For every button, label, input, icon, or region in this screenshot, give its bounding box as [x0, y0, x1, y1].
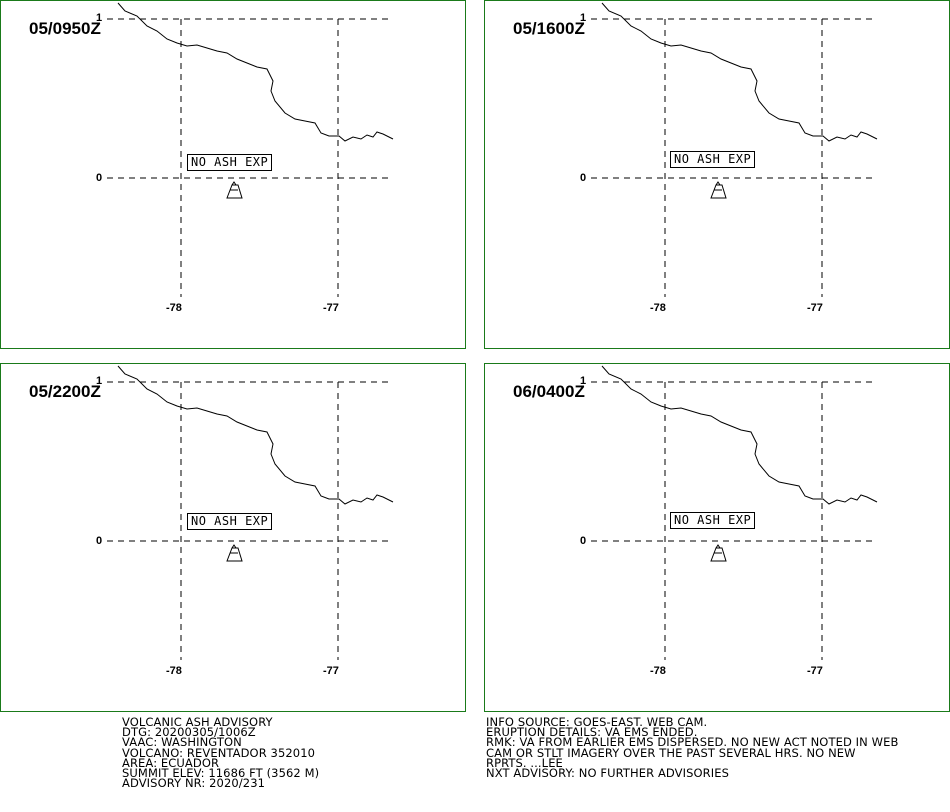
lon-tick-77: -77 [807, 302, 823, 314]
advisory-line: RMK: VA FROM EARLIER EMS DISPERSED. NO N… [486, 735, 899, 750]
advisory-line: AREA: ECUADOR [122, 755, 220, 770]
advisory-line: VAAC: WASHINGTON [122, 735, 242, 750]
no-ash-label: NO ASH EXP [670, 512, 756, 529]
advisory-line: DTG: 20200305/1006Z [122, 725, 256, 740]
advisory-line: RPRTS. ...LEE [486, 755, 563, 770]
advisory-line: ADVISORY NR: 2020/231 [122, 776, 266, 791]
no-ash-label: NO ASH EXP [187, 154, 273, 171]
lon-tick-78: -78 [650, 665, 666, 677]
map-graphic [107, 2, 394, 297]
advisory-line: VOLCANIC ASH ADVISORY [122, 715, 273, 729]
map-panel-3: 1 0 -78 -77 05/2200Z NO ASH EXP [0, 363, 466, 712]
advisory-line: VOLCANO: REVENTADOR 352010 [122, 745, 316, 760]
lon-tick-78: -78 [166, 665, 182, 677]
panel-time: 06/0400Z [513, 382, 585, 401]
map-graphic [107, 365, 394, 660]
panel-time: 05/0950Z [29, 19, 101, 38]
lat-tick-1: 1 [96, 12, 103, 24]
lat-tick-1: 1 [580, 12, 587, 24]
map-panel-4: 1 0 -78 -77 06/0400Z NO ASH EXP [484, 363, 950, 712]
lat-tick-0: 0 [96, 172, 103, 184]
lon-tick-78: -78 [650, 302, 666, 314]
lat-tick-0: 0 [96, 535, 103, 547]
panel-time: 05/2200Z [29, 382, 101, 401]
coastline [601, 2, 878, 142]
volcano-icon [226, 181, 243, 199]
volcano-icon [226, 544, 243, 562]
advisory-line: NXT ADVISORY: NO FURTHER ADVISORIES [486, 766, 730, 781]
advisory-line: ERUPTION DETAILS: VA EMS ENDED. [486, 725, 698, 740]
advisory-line: INFO SOURCE: GOES-EAST. WEB CAM. [486, 715, 708, 729]
volcano-icon [710, 544, 727, 562]
panel-time: 05/1600Z [513, 19, 585, 38]
map-graphic [591, 2, 878, 297]
lat-tick-1: 1 [96, 375, 103, 387]
lon-tick-77: -77 [323, 302, 339, 314]
advisory-line: SUMMIT ELEV: 11686 FT (3562 M) [122, 766, 320, 781]
lat-tick-1: 1 [580, 375, 587, 387]
coastline [601, 365, 878, 505]
advisory-right-text: INFO SOURCE: GOES-EAST. WEB CAM. ERUPTIO… [486, 715, 899, 781]
advisory-line: CAM OR STLT IMAGERY OVER THE PAST SEVERA… [486, 745, 856, 760]
lat-tick-0: 0 [580, 535, 587, 547]
map-panel-2: 1 0 -78 -77 05/1600Z NO ASH EXP [484, 0, 950, 349]
no-ash-label: NO ASH EXP [670, 151, 756, 168]
lat-tick-0: 0 [580, 172, 587, 184]
lon-tick-78: -78 [166, 302, 182, 314]
map-graphic [591, 365, 878, 660]
coastline [117, 365, 394, 505]
no-ash-label: NO ASH EXP [187, 513, 273, 530]
coastline [117, 2, 394, 142]
map-panel-1: 1 0 -78 -77 05/0950Z NO ASH EXP [0, 0, 466, 349]
lon-tick-77: -77 [807, 665, 823, 677]
lon-tick-77: -77 [323, 665, 339, 677]
advisory-left-text: VOLCANIC ASH ADVISORY DTG: 20200305/1006… [122, 715, 320, 791]
volcano-icon [710, 181, 727, 199]
